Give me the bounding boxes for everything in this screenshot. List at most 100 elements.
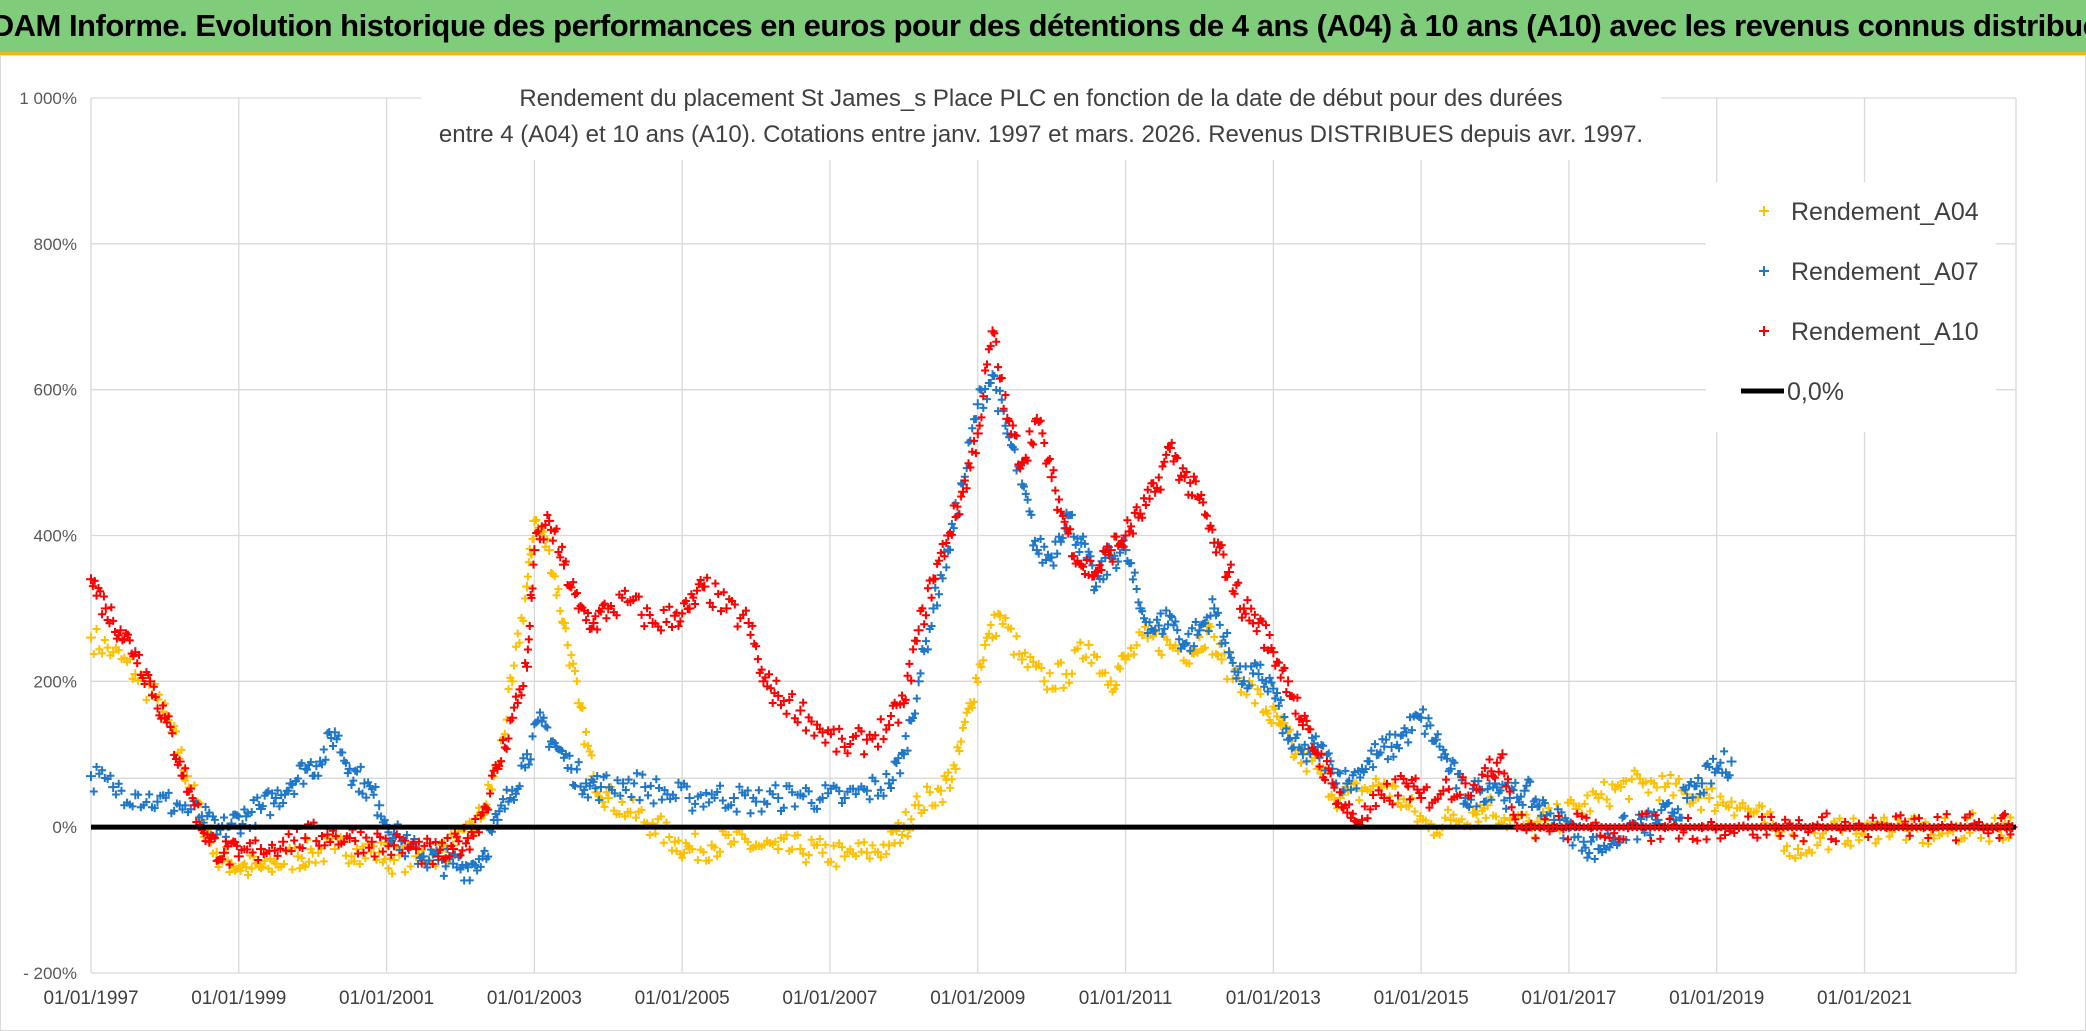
data-point: [1274, 701, 1283, 710]
data-point: [317, 760, 326, 769]
data-point: [603, 793, 614, 803]
data-point: [1228, 658, 1237, 667]
data-point: [170, 806, 179, 815]
data-point: [1256, 690, 1265, 699]
data-point: [1674, 834, 1683, 843]
data-point: [1306, 725, 1315, 734]
data-point: [977, 386, 986, 395]
data-point: [927, 621, 936, 630]
data-point: [1425, 803, 1434, 812]
data-point: [602, 771, 611, 780]
data-point: [445, 852, 454, 861]
data-point: [1674, 774, 1683, 783]
data-point: [1672, 779, 1681, 788]
data-point: [1780, 846, 1789, 855]
data-point: [517, 691, 526, 700]
data-point: [500, 804, 509, 813]
data-point: [832, 747, 841, 756]
data-point: [1544, 804, 1553, 813]
data-point: [458, 846, 467, 855]
data-point: [448, 844, 459, 855]
data-point: [1475, 785, 1484, 794]
data-point: [561, 624, 570, 633]
data-point: [1067, 669, 1076, 678]
data-point: [476, 862, 485, 871]
data-point: [771, 837, 780, 846]
data-point: [719, 588, 728, 597]
data-point: [665, 832, 674, 841]
data-point: [1075, 547, 1084, 556]
data-point: [1188, 491, 1197, 500]
data-point: [925, 576, 934, 585]
data-point: [1342, 807, 1353, 818]
data-point: [344, 859, 353, 868]
data-point: [1241, 609, 1250, 618]
y-tick-label: 1 000%: [19, 89, 77, 108]
data-point: [940, 552, 949, 561]
data-point: [627, 793, 636, 802]
data-point: [528, 584, 537, 593]
data-point: [539, 713, 548, 722]
data-point: [821, 840, 830, 849]
data-point: [1502, 782, 1511, 791]
data-point: [374, 800, 385, 811]
data-point: [1145, 494, 1154, 503]
data-point: [1762, 830, 1771, 839]
data-point: [768, 699, 777, 708]
data-point: [624, 775, 633, 784]
data-point: [807, 799, 816, 808]
data-point: [1274, 658, 1283, 667]
data-point: [1258, 617, 1267, 626]
data-point: [851, 852, 860, 861]
data-point: [1651, 811, 1660, 820]
data-point: [1143, 629, 1152, 638]
data-point: [591, 612, 600, 621]
data-point: [913, 800, 924, 811]
data-point: [925, 788, 934, 797]
data-point: [1684, 813, 1693, 822]
data-point: [711, 579, 720, 588]
data-point: [284, 786, 293, 795]
x-tick-label: 01/01/2001: [339, 988, 434, 1009]
data-point: [583, 609, 592, 618]
data-point: [1655, 796, 1664, 805]
data-point: [955, 747, 964, 756]
data-point: [306, 758, 315, 767]
data-point: [1154, 473, 1163, 482]
data-point: [1961, 813, 1970, 822]
data-point: [1905, 831, 1914, 840]
data-point: [1158, 629, 1167, 638]
data-point: [115, 625, 126, 636]
data-point: [1624, 794, 1633, 803]
data-point: [1416, 712, 1427, 723]
data-point: [1868, 813, 1877, 822]
data-point: [708, 603, 717, 612]
data-point: [1079, 562, 1088, 571]
data-point: [643, 604, 652, 613]
data-point: [1455, 790, 1464, 799]
data-point: [1725, 771, 1734, 780]
data-point: [303, 765, 312, 774]
data-point: [1049, 466, 1058, 475]
data-point: [179, 771, 188, 780]
data-point: [225, 868, 234, 877]
data-point: [1157, 650, 1166, 659]
data-point: [1585, 848, 1594, 857]
data-point: [572, 765, 581, 774]
data-point: [977, 662, 986, 671]
data-point: [1008, 421, 1017, 430]
data-point: [971, 674, 980, 683]
data-point: [1150, 625, 1161, 636]
data-point: [640, 622, 649, 631]
data-point: [1901, 817, 1910, 826]
data-point: [1245, 681, 1254, 690]
data-point: [1097, 566, 1106, 575]
data-point: [1237, 613, 1246, 622]
data-point: [1487, 795, 1496, 804]
data-point: [912, 694, 921, 703]
data-point: [1492, 758, 1501, 767]
data-point: [251, 836, 260, 845]
data-point: [1267, 678, 1276, 687]
data-point: [358, 789, 367, 798]
data-point: [790, 802, 799, 811]
